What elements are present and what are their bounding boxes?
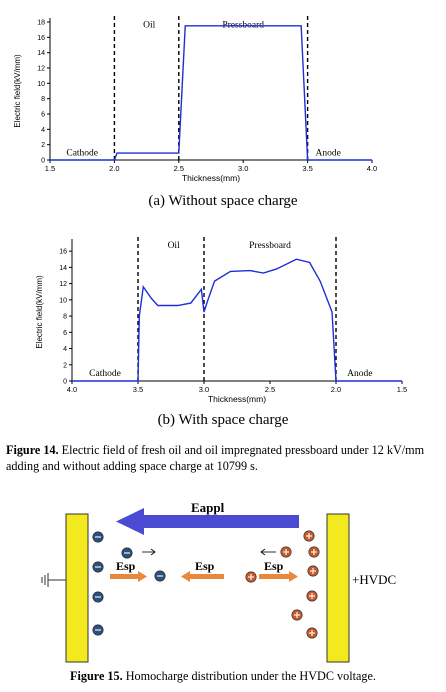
y-tick-label: 16 — [37, 35, 45, 42]
anode-electrode — [326, 513, 350, 663]
cathode-electrode — [65, 513, 89, 663]
y-axis-label: Electric field(kV/mm) — [13, 54, 22, 128]
ground-icon — [41, 573, 49, 587]
y-tick-label: 8 — [63, 314, 67, 321]
region-label: Cathode — [66, 148, 98, 158]
x-tick-label: 1.5 — [45, 164, 55, 173]
esp-arrow-right — [259, 571, 298, 582]
x-tick-label: 2.0 — [331, 385, 341, 394]
x-tick-label: 3.5 — [133, 385, 143, 394]
figure-15-caption: Figure 15. Homocharge distribution under… — [0, 668, 446, 684]
eappl-label: Eappl — [191, 500, 225, 515]
y-tick-label: 8 — [41, 96, 45, 103]
x-tick-label: 3.0 — [199, 385, 209, 394]
figure-15-text: Homocharge distribution under the HVDC v… — [122, 669, 376, 683]
region-label: Pressboard — [249, 241, 291, 251]
x-axis-label: Thickness(mm) — [208, 394, 266, 404]
chart-b: 0 2 4 6 8 10 12 14 16 4.0 3.5 3.0 2.5 2.0 1.5 Thickness… — [35, 237, 407, 404]
x-tick-label: 2.0 — [109, 164, 119, 173]
x-tick-label: 1.5 — [397, 385, 407, 394]
hvdc-label: +HVDC — [352, 572, 396, 587]
x-tick-label: 3.0 — [238, 164, 248, 173]
x-tick-label: 3.5 — [302, 164, 312, 173]
charges — [92, 530, 320, 639]
eappl-arrow — [116, 508, 299, 535]
y-tick-label: 4 — [41, 127, 45, 134]
y-tick-label: 4 — [63, 346, 67, 353]
x-tick-label: 2.5 — [265, 385, 275, 394]
homocharge-diagram: +HVDC Eappl Esp Esp Esp — [41, 500, 396, 663]
figure-15-label: Figure 15. — [70, 669, 123, 683]
region-label: Oil — [143, 20, 156, 30]
drift-arrow-right — [142, 548, 156, 556]
esp-label-right: Esp — [264, 559, 284, 573]
region-label: Cathode — [89, 369, 121, 379]
x-tick-label: 2.5 — [174, 164, 184, 173]
subcaption-b: (b) With space charge — [157, 412, 289, 428]
esp-label-middle: Esp — [195, 559, 215, 573]
y-tick-label: 12 — [37, 66, 45, 73]
figure-14-caption: Figure 14. Electric field of fresh oil a… — [6, 442, 440, 474]
region-label: Anode — [347, 369, 372, 379]
figure-14-text: Electric field of fresh oil and oil impr… — [6, 443, 425, 473]
x-tick-label: 4.0 — [67, 385, 77, 394]
y-tick-label: 14 — [37, 50, 45, 57]
y-tick-label: 12 — [59, 281, 67, 288]
y-tick-label: 0 — [63, 379, 67, 386]
esp-arrow-middle — [181, 571, 224, 582]
y-tick-label: 2 — [41, 142, 45, 149]
figure-14-label: Figure 14. — [6, 443, 59, 457]
y-axis-label: Electric field(kV/mm) — [35, 275, 44, 349]
y-tick-label: 18 — [37, 20, 45, 27]
y-tick-label: 6 — [63, 330, 67, 337]
region-label: Anode — [316, 148, 341, 158]
y-tick-label: 2 — [63, 362, 67, 369]
esp-label-left: Esp — [116, 559, 136, 573]
drift-arrow-left — [260, 548, 276, 556]
subcaption-a: (a) Without space charge — [148, 193, 298, 209]
esp-arrow-left — [110, 571, 147, 582]
y-tick-label: 0 — [41, 158, 45, 165]
y-tick-label: 10 — [37, 81, 45, 88]
region-label: Oil — [168, 241, 181, 251]
series-line — [50, 25, 372, 161]
y-tick-label: 16 — [59, 249, 67, 256]
series-line — [72, 258, 402, 382]
y-tick-label: 14 — [59, 265, 67, 272]
y-tick-label: 10 — [59, 297, 67, 304]
y-tick-label: 6 — [41, 112, 45, 119]
x-axis-label: Thickness(mm) — [182, 173, 240, 183]
x-tick-label: 4.0 — [367, 164, 377, 173]
chart-a: 0 2 4 6 8 10 12 14 16 18 1.5 2.0 2.5 3.0 3.5 4.0 Thickne… — [13, 16, 377, 183]
